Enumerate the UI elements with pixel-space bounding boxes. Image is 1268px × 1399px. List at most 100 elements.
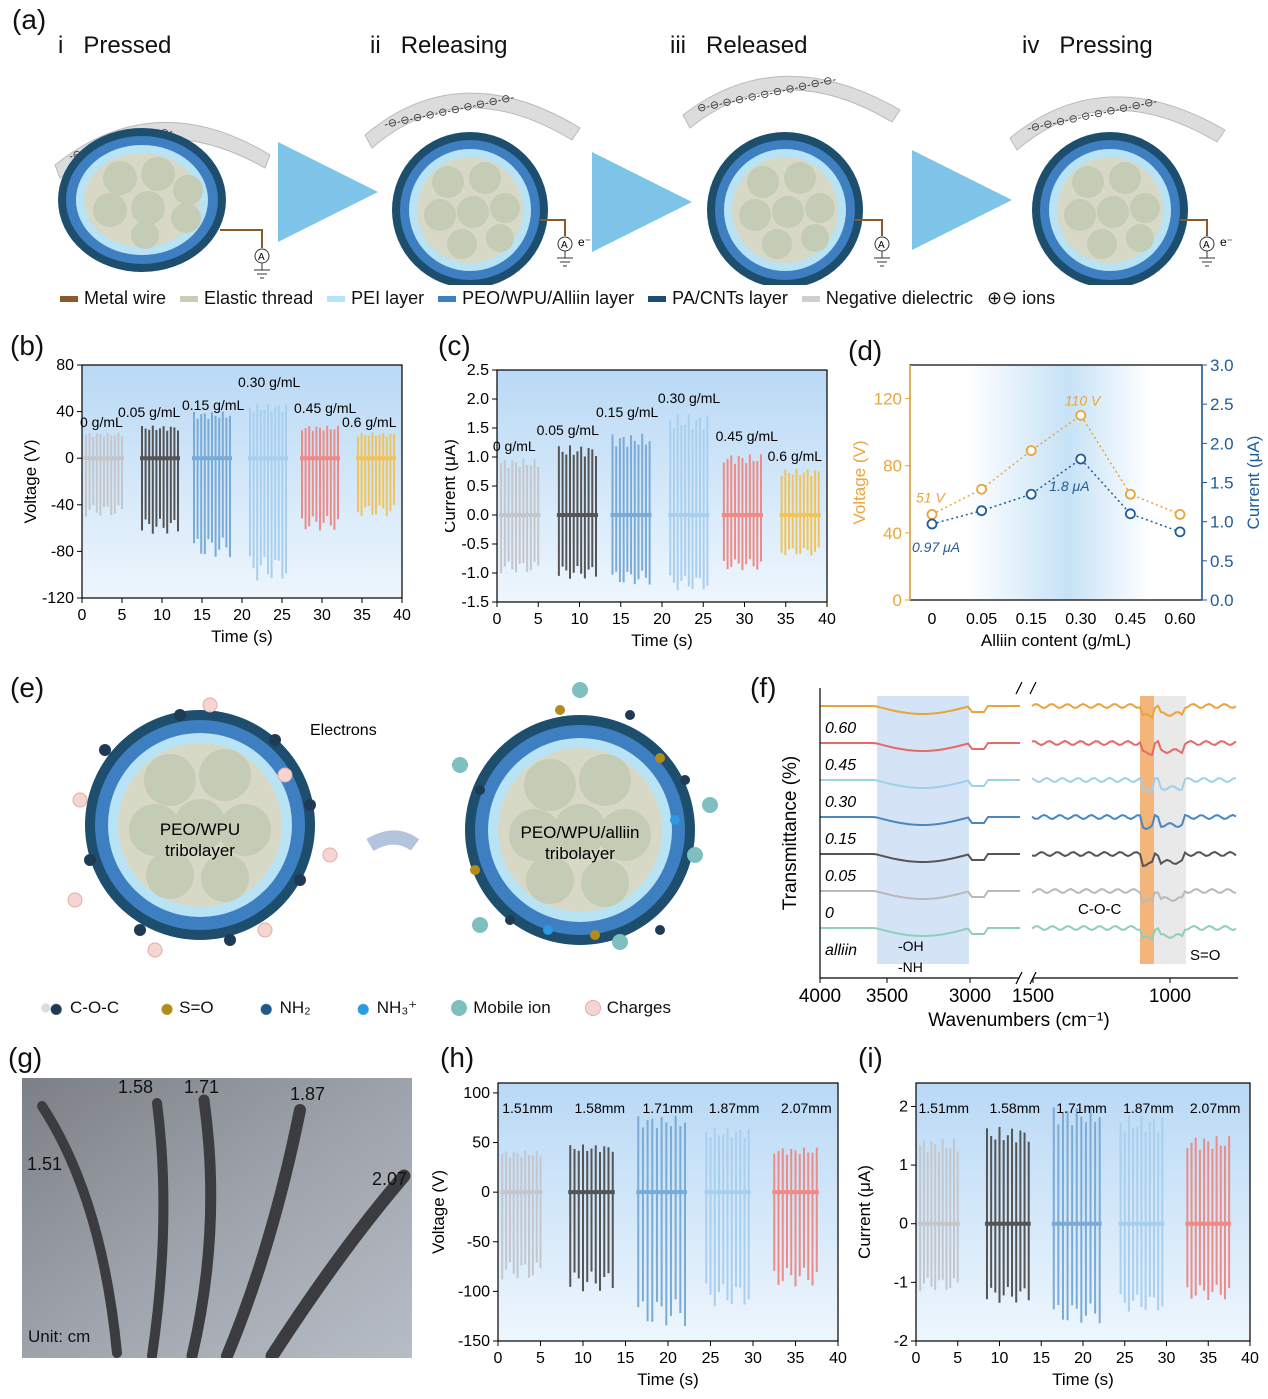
fiber-with-alliin: PEO/WPU/alliin tribolayer [452,682,718,950]
stage-ii-title: ii Releasing [370,32,507,60]
ammeter-symbol: A [561,240,568,251]
diameter-label: 1.51 [27,1154,62,1174]
series-0 [84,432,124,517]
data-point [1025,488,1037,500]
annotation: 0.97 μA [912,539,960,555]
series-4 [772,1147,819,1287]
series-1 [140,425,180,534]
voltage-concentration-chart: 0 g/mL0.05 g/mL 0.15 g/mL 0.30 g/mL 0.45 g/… [21,357,411,646]
data-point [1075,409,1087,421]
legend-label: Elastic thread [204,288,314,308]
legend-item: PEO/WPU/Alliin layer [438,288,634,309]
series-label: 0.6 g/mL [768,448,823,464]
x-axis-label: Alliin content (g/mL) [981,631,1131,650]
panel-e-label: (e) [10,672,45,703]
series-line-voltage [931,414,1181,516]
data-point [976,505,988,517]
trace-0.05 [1031,850,1237,868]
trace-0.60 [1031,702,1237,720]
stage-name: Pressing [1059,32,1153,59]
series-label: 1.58mm [989,1100,1040,1116]
trace-0.05 [820,853,1020,863]
trace-0.45 [1031,739,1237,757]
x-tick-label: 0 [928,611,937,628]
diameter-label: 2.07 [372,1169,407,1189]
series-3 [668,413,710,591]
x-tick-label: 25 [1116,1350,1134,1367]
legend-item: Mobile ion [451,998,551,1018]
fiber-photo: 1.51 1.58 1.71 1.87 2.07 Unit: cm [22,1078,412,1358]
series-1 [568,1144,615,1292]
nh2-icon [247,1001,274,1015]
y-axis-label: Voltage (V) [429,1170,448,1254]
series-4 [721,454,763,571]
y-tick-label: -50 [467,1234,490,1251]
chart-background [497,370,827,602]
y-tick-label: 0 [481,1184,490,1201]
so-band [1154,696,1186,964]
x-tick-label: 20 [659,1350,677,1367]
trace-label: 0.15 [825,831,856,848]
y2-tick-label: 0.0 [1210,591,1234,610]
series-label: 0.45 g/mL [716,428,778,444]
x-tick-label: 1000 [1149,986,1191,1007]
series-label: 1.87mm [1123,1100,1174,1116]
x-tick-label: 35 [787,1350,805,1367]
data-point [1025,445,1037,457]
y-tick-label: 0 [65,450,74,467]
x-tick-label: 20 [653,611,671,628]
dielectric-arc [682,75,901,129]
legend-label: NH₃⁺ [376,998,418,1017]
legend-label: Mobile ion [473,998,551,1017]
series-5 [356,432,396,517]
series-0 [918,1138,960,1292]
series-label: 0.45 g/mL [294,400,356,416]
series-label: 1.87mm [709,1100,760,1116]
x-tick-label: 35 [353,607,371,624]
trace-0.30 [820,779,1020,789]
panel-b-label: (b) [10,330,45,361]
chart-background [82,365,402,598]
legend-item: PA/CNTs layer [648,288,788,309]
x-tick-label: 25 [273,607,291,624]
y-tick-label: 0.5 [467,478,489,495]
x-tick-label: 10 [153,607,171,624]
trace-0 [820,890,1020,900]
legend-item: PEI layer [327,288,424,309]
x-tick-label: 5 [534,611,543,628]
x-tick-label: 0 [78,607,87,624]
y-axis-label: Voltage (V) [850,440,869,524]
y2-tick-label: 0.5 [1210,552,1234,571]
legend-item: NH₂ [247,998,311,1018]
y-tick-label: 2.5 [467,362,489,379]
stage-num: ii [370,32,381,59]
legend-item: S=O [153,998,214,1018]
x-tick-label: 3500 [866,986,908,1007]
legend-label: PA/CNTs layer [672,288,788,308]
series-3 [248,403,288,581]
trace-label: 0.45 [825,757,856,774]
fiber-stage-ii: -⊖-⊖-⊖-⊖-⊖-⊖-⊖-⊖-⊖-⊖- A e⁻ [364,92,591,285]
series-label: 0.15 g/mL [182,397,244,413]
y2-tick-label: 2.5 [1210,395,1234,414]
chart-background [498,1083,838,1341]
series-2 [610,433,652,585]
annotation: 110 V [1065,392,1102,408]
series-2 [192,411,232,558]
fiber-1-87 [221,1104,306,1358]
y-tick-label: 1.5 [467,420,489,437]
trace-label: 0.05 [825,868,856,885]
y-axis-label: Current (μA) [855,1165,874,1259]
x-tick-label: 20 [233,607,251,624]
y-tick-label: 120 [874,390,902,409]
data-point [1124,508,1136,520]
y-tick-label: -100 [458,1283,490,1300]
stage-num: i [58,32,64,59]
trace-label: 0.60 [825,720,856,737]
current-concentration-chart: 0 g/mL0.05 g/mL 0.15 g/mL0.30 g/mL 0.45 g/… [445,362,836,650]
annotation-oh: -OH [898,938,924,954]
electron-label: e⁻ [578,235,591,249]
series-label: 1.51mm [919,1100,970,1116]
x-tick-label: 0 [493,611,502,628]
x-tick-label: 5 [118,607,127,624]
